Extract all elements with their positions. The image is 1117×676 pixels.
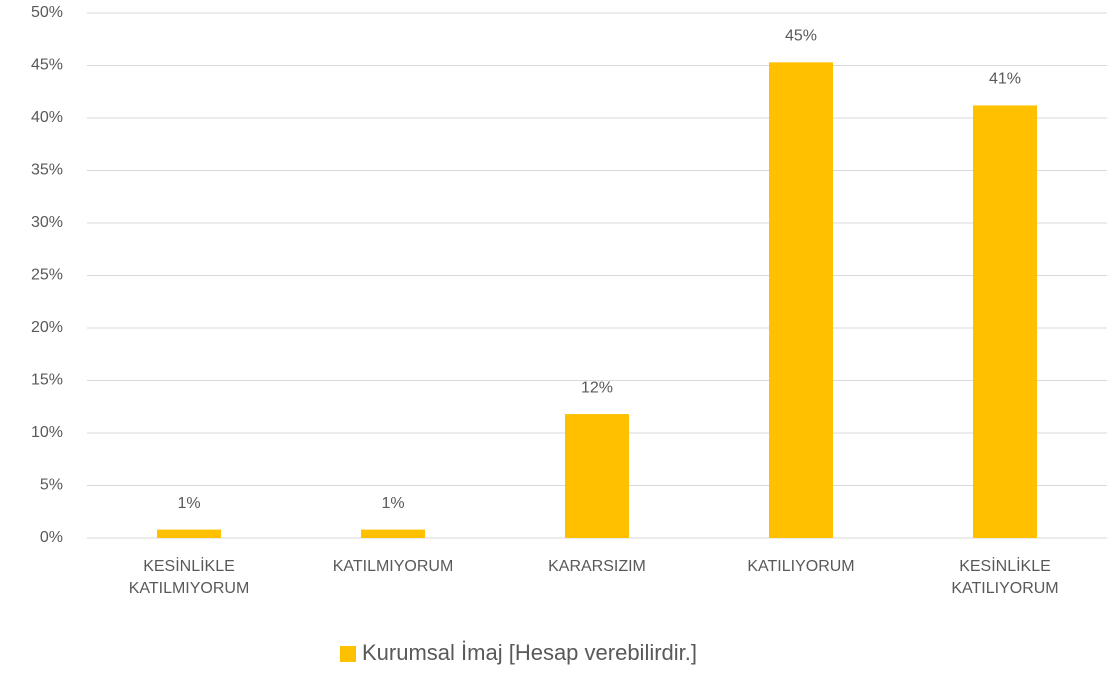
- bar: [565, 414, 629, 538]
- data-label: 41%: [989, 71, 1021, 88]
- bar: [157, 529, 221, 538]
- y-tick-label: 30%: [31, 214, 63, 231]
- y-tick-label: 5%: [40, 477, 63, 494]
- y-tick-label: 0%: [40, 529, 63, 546]
- y-tick-label: 50%: [31, 4, 63, 21]
- x-tick-label: KARARSIZIM: [548, 558, 646, 575]
- x-tick-label: KESİNLİKLE KATILMIYORUM: [128, 558, 250, 597]
- data-label: 1%: [381, 495, 404, 512]
- legend-swatch: [340, 646, 356, 662]
- y-tick-label: 20%: [31, 319, 63, 336]
- y-tick-label: 40%: [31, 109, 63, 126]
- data-label: 12%: [581, 379, 613, 396]
- legend-label: Kurumsal İmaj [Hesap verebilirdir.]: [362, 640, 698, 665]
- bar: [361, 529, 425, 538]
- bar: [769, 62, 833, 538]
- x-tick-label: KESİNLİKLE KATILIYORUM: [951, 558, 1059, 597]
- x-tick-label: KATILIYORUM: [747, 558, 855, 575]
- y-tick-label: 35%: [31, 162, 63, 179]
- y-tick-label: 10%: [31, 424, 63, 441]
- data-label: 45%: [785, 28, 817, 45]
- y-tick-label: 45%: [31, 57, 63, 74]
- x-tick-label: KATILMIYORUM: [332, 558, 454, 575]
- bar: [973, 105, 1037, 539]
- data-label: 1%: [177, 495, 200, 512]
- y-tick-label: 25%: [31, 267, 63, 284]
- y-tick-label: 15%: [31, 372, 63, 389]
